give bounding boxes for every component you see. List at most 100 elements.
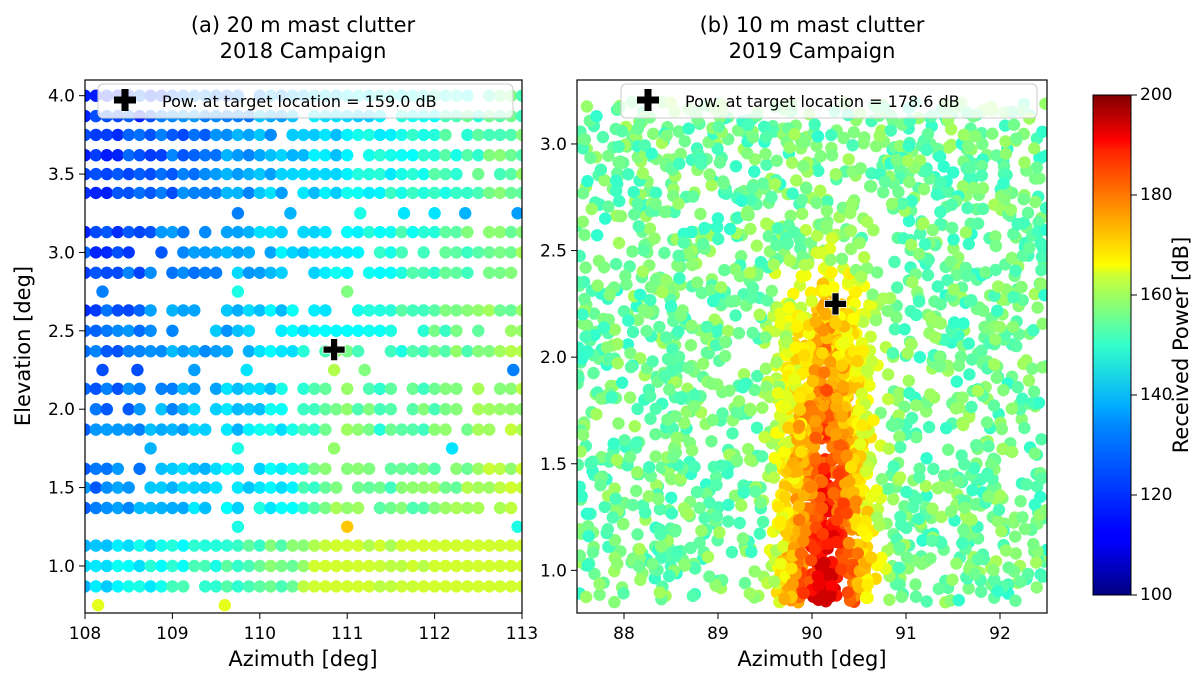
panel-b-data-point	[947, 283, 960, 296]
panel-a-data-point	[144, 539, 157, 552]
panel-b-data-point	[600, 341, 614, 354]
panel-a-legend-box	[97, 83, 514, 119]
panel-b-data-point	[599, 212, 612, 225]
panel-a-data-point	[199, 539, 212, 552]
panel-a-data-point	[264, 539, 277, 552]
panel-b-data-point	[882, 368, 895, 381]
panel-b-data-point	[756, 515, 770, 529]
panel-a-data-point	[231, 304, 245, 317]
panel-b-data-point	[905, 238, 918, 252]
panel-a-data-point	[144, 442, 157, 455]
panel-a-data-point	[220, 501, 234, 515]
panel-b-data-point	[969, 498, 982, 511]
panel-a-data-point	[100, 149, 114, 162]
panel-a-data-point	[100, 559, 114, 573]
panel-a-data-point	[89, 539, 103, 552]
panel-a-data-point	[188, 559, 201, 573]
panel-a-data-point	[384, 559, 398, 573]
panel-b-data-point	[956, 537, 969, 550]
panel-b-target-marker	[824, 292, 847, 316]
panel-a-data-point	[515, 304, 522, 317]
panel-b-data-point	[1021, 567, 1035, 581]
panel-a-data-point	[177, 304, 190, 317]
panel-b-data-point	[687, 400, 701, 413]
panel-a-data-point	[362, 149, 376, 162]
panel-a-data-point	[373, 539, 387, 552]
panel-a-data-point	[395, 225, 408, 239]
panel-b-data-point	[654, 528, 667, 541]
panel-b-data-point	[578, 133, 592, 146]
panel-b-data-point	[806, 374, 820, 388]
panel-b-data-point	[890, 311, 903, 324]
panel-a-data-point	[188, 481, 201, 494]
panel-a-data-point	[122, 539, 135, 552]
panel-a-data-point	[177, 266, 190, 279]
panel-a-data-point	[493, 225, 507, 239]
panel-a-data-point	[417, 382, 430, 395]
panel-a-data-point	[253, 423, 266, 436]
panel-a-data-point	[504, 246, 518, 259]
panel-b-data-point	[893, 430, 906, 443]
panel-a-data-point	[284, 207, 297, 220]
panel-b-data-point	[591, 229, 604, 242]
panel-a-data-point	[85, 462, 92, 475]
panel-a-data-point	[358, 363, 371, 377]
panel-a-data-point	[177, 149, 190, 162]
panel-a-data-point	[308, 559, 321, 573]
panel-a-data-point	[209, 149, 223, 162]
panel-a-data-point	[286, 149, 299, 162]
panel-b-data-point	[961, 201, 974, 215]
panel-a-data-point	[264, 423, 277, 436]
panel-b-data-point	[851, 354, 864, 368]
panel-b-data-point	[577, 187, 590, 200]
panel-b-data-point	[644, 390, 657, 403]
panel-b-data-point	[636, 167, 649, 180]
panel-b-data-point	[1036, 570, 1047, 583]
panel-a-data-point	[461, 539, 474, 552]
panel-b-data-point	[924, 552, 937, 565]
panel-a-data-point	[384, 382, 398, 395]
panel-a-data-point	[472, 382, 485, 395]
panel-a-data-point	[384, 186, 398, 200]
panel-b-data-point	[999, 147, 1013, 160]
panel-b-data-point	[995, 524, 1008, 538]
panel-a-data-point	[286, 501, 299, 515]
panel-a-data-point	[459, 207, 472, 220]
panel-a-data-point	[144, 128, 157, 142]
panel-a-ytick-label: 4.0	[48, 87, 75, 107]
panel-b-data-point	[1016, 249, 1029, 262]
panel-b-data-point	[881, 304, 894, 318]
panel-b-data-point	[797, 586, 810, 600]
panel-a-data-point	[111, 266, 125, 279]
panel-a-data-point	[515, 89, 522, 102]
panel-a-data-point	[406, 345, 419, 358]
panel-b-data-point	[705, 435, 718, 448]
panel-a-data-point	[89, 345, 103, 358]
panel-b-data-point	[930, 188, 944, 201]
panel-b-data-point	[804, 480, 817, 494]
panel-a-data-point	[483, 481, 496, 494]
panel-b-data-point	[618, 434, 631, 447]
panel-b-data-point	[934, 317, 947, 330]
panel-a-data-point	[209, 481, 223, 494]
panel-a-data-point	[373, 266, 387, 279]
panel-b-title-line2: 2019 Campaign	[729, 39, 896, 63]
panel-a-data-point	[395, 149, 408, 162]
panel-b-data-point	[1009, 547, 1022, 560]
panel-b-data-point	[942, 481, 956, 494]
panel-a-data-point	[493, 559, 507, 573]
panel-b-data-point	[624, 360, 638, 374]
panel-b-data-point	[996, 442, 1009, 456]
panel-a-data-point	[493, 403, 507, 416]
panel-a-data-point	[85, 109, 92, 123]
panel-a-data-point	[384, 539, 398, 552]
panel-a-data-point	[177, 539, 190, 552]
colorbar-tick-label: 200	[1140, 85, 1172, 105]
panel-b-data-point	[754, 496, 767, 509]
panel-a-data-point	[275, 423, 288, 436]
panel-b-data-point	[835, 410, 849, 423]
panel-a-data-point	[275, 149, 288, 162]
panel-a-data-point	[439, 304, 452, 317]
panel-a-data-point	[351, 246, 365, 259]
panel-a-data-point	[122, 266, 135, 279]
